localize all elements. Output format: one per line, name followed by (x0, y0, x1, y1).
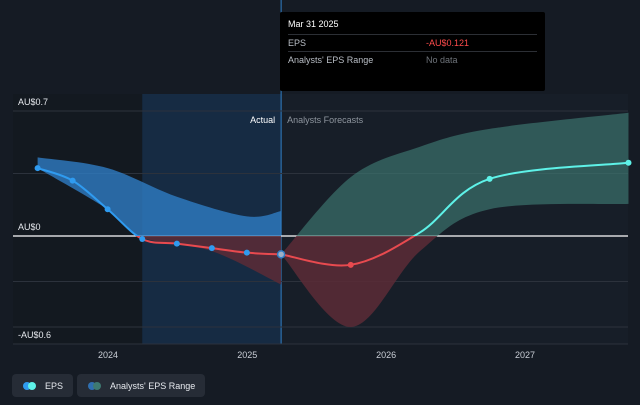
tooltip: Mar 31 2025 EPS -AU$0.121 Analysts' EPS … (280, 12, 545, 91)
range-swatch-dot-a (88, 381, 97, 390)
range-swatch-icon (88, 381, 104, 390)
eps-forecast-line-positive (412, 161, 629, 236)
forecast-range-band-negative (281, 236, 438, 328)
tooltip-row-eps: EPS -AU$0.121 (288, 34, 537, 51)
y-axis-label-zero: AU$0 (18, 222, 41, 232)
y-axis-label-top: AU$0.7 (18, 97, 48, 107)
x-tick-label-2024: 2024 (98, 350, 118, 360)
eps-actual-point-1 (69, 177, 76, 184)
eps-actual-point-7 (276, 250, 286, 259)
eps-forecast-point-3 (486, 175, 493, 182)
range-swatch-dot-b (93, 381, 102, 390)
eps-swatch-dot-b (28, 381, 36, 390)
eps-actual-point-4 (173, 240, 180, 247)
point-layer (34, 159, 632, 268)
eps-actual-point-2 (104, 206, 111, 213)
tooltip-range-label: Analysts' EPS Range (288, 55, 374, 65)
tooltip-range-value: No data (426, 55, 458, 65)
eps-actual-point-3 (139, 236, 146, 243)
y-axis-label-bottom: -AU$0.6 (18, 330, 51, 340)
eps-forecast-point-1 (347, 261, 354, 268)
legend-range-label: Analysts' EPS Range (110, 380, 196, 391)
region-label-actual: Actual (250, 115, 275, 125)
label-layer: AU$0.7 AU$0 -AU$0.6 Actual Analysts Forecast… (18, 97, 535, 360)
eps-swatch-icon (23, 381, 39, 390)
actual-range-band-negative (139, 236, 282, 285)
legend-eps-label: EPS (45, 380, 64, 391)
eps-actual-point-5 (208, 245, 215, 252)
eps-swatch-dot-a (23, 381, 31, 390)
x-tick-label-2027: 2027 (515, 350, 535, 360)
x-tick-label-2026: 2026 (376, 350, 396, 360)
region-label-forecast: Analysts Forecasts (287, 115, 364, 125)
eps-forecast-point-4 (625, 159, 632, 166)
tooltip-date: Mar 31 2025 (288, 19, 339, 29)
actual-range-band-positive (37, 157, 282, 236)
tooltip-eps-value: -AU$0.121 (426, 38, 470, 48)
forecast-range-band-positive (296, 112, 629, 236)
eps-actual-line-positive (37, 167, 140, 236)
band-layer (37, 112, 629, 328)
tooltip-row-range: Analysts' EPS Range No data (288, 51, 537, 68)
legend-item-range[interactable]: Analysts' EPS Range (77, 374, 206, 397)
eps-chart: AU$0.7 AU$0 -AU$0.6 Actual Analysts Forecast… (13, 0, 632, 360)
tooltip-eps-label: EPS (288, 38, 307, 48)
eps-forecast-line-negative (280, 236, 417, 267)
eps-actual-point-0 (34, 165, 41, 172)
eps-actual-point-6 (243, 249, 250, 256)
x-tick-label-2025: 2025 (237, 350, 257, 360)
legend: EPS Analysts' EPS Range (12, 374, 206, 397)
legend-item-eps[interactable]: EPS (12, 374, 74, 397)
